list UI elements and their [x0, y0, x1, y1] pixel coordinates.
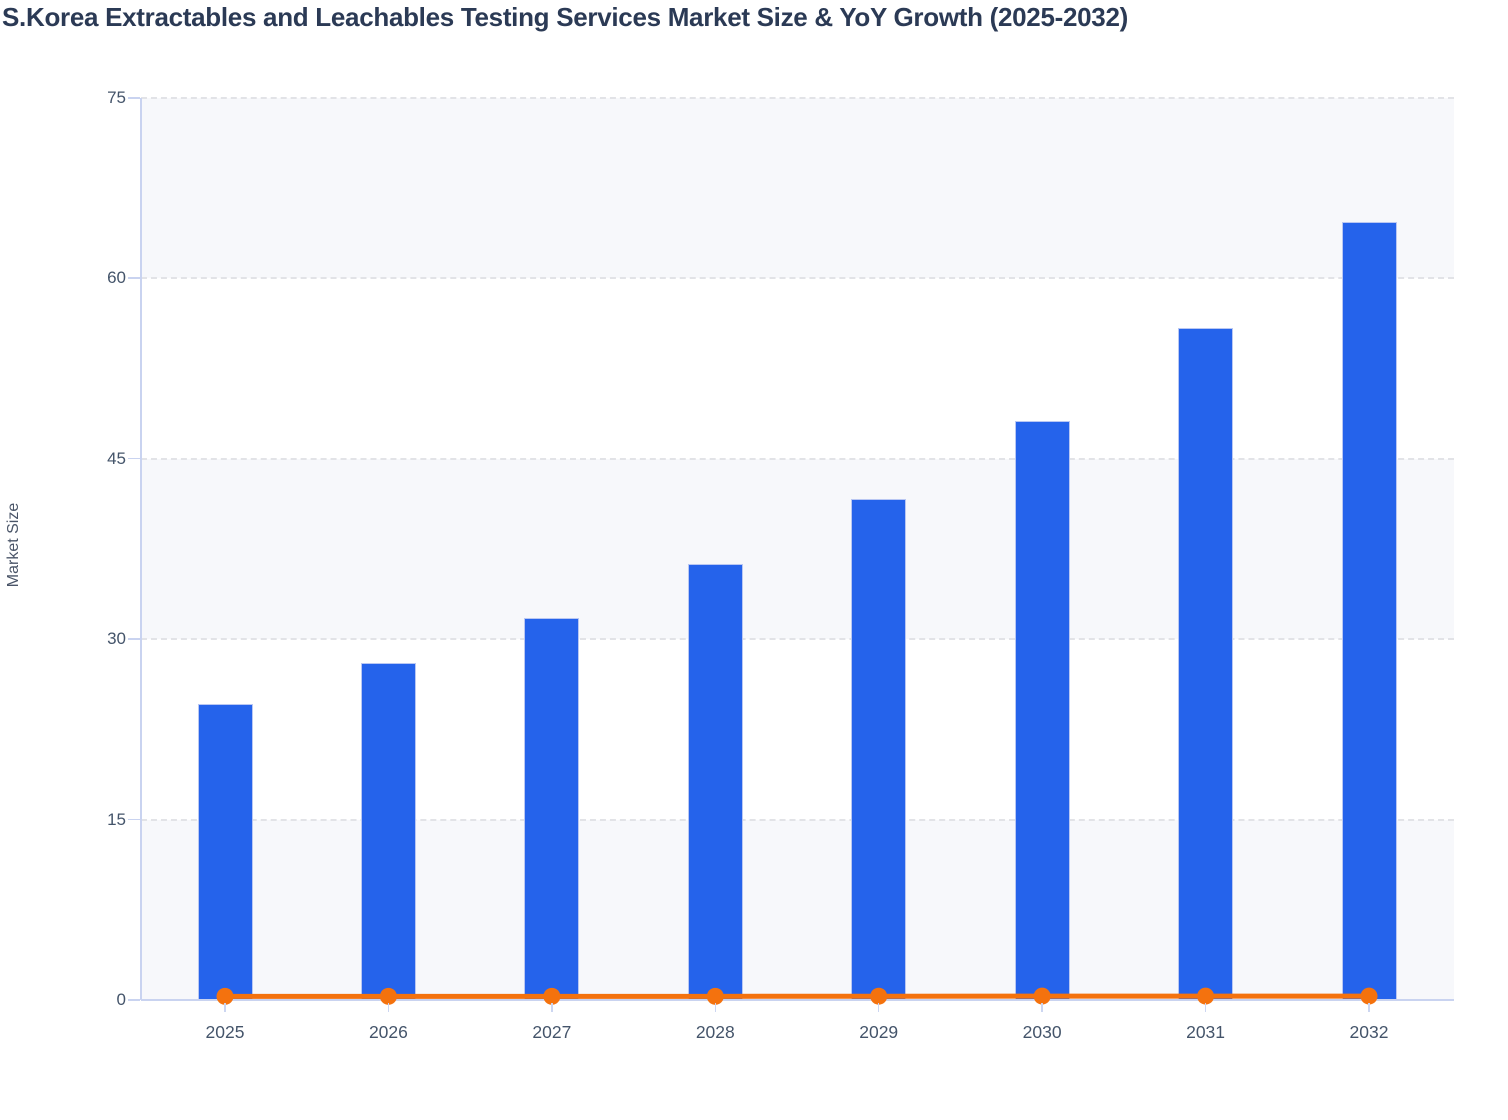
plot-band	[141, 278, 1454, 459]
x-tick-label-2026: 2026	[368, 1022, 408, 1042]
x-axis-tick	[551, 1003, 553, 1012]
x-axis-tick	[1368, 1003, 1370, 1012]
plot-band	[141, 98, 1454, 279]
x-tick-label-2027: 2027	[532, 1022, 572, 1042]
x-tick-label-2030: 2030	[1022, 1022, 1062, 1042]
x-axis-tick	[714, 1003, 717, 1012]
yoy-marker-2030	[1033, 987, 1051, 1005]
x-tick-label-2025: 2025	[205, 1022, 245, 1042]
bar-2030	[1014, 420, 1070, 999]
plot-band	[141, 819, 1454, 1000]
yoy-growth-line	[216, 987, 1378, 1005]
x-tick-label-2032: 2032	[1349, 1022, 1389, 1042]
y-axis-tick	[128, 277, 140, 279]
plot-band	[141, 458, 1454, 640]
gridline-75	[141, 97, 1454, 99]
y-axis-tick	[128, 638, 140, 640]
y-axis-tick	[128, 97, 140, 99]
gridline-30	[141, 638, 1454, 641]
x-axis-tick	[387, 1003, 390, 1012]
y-axis-tick	[128, 999, 140, 1001]
x-tick-label-2031: 2031	[1186, 1022, 1226, 1042]
gridline-60	[141, 277, 1454, 280]
y-tick-label: 0	[116, 990, 126, 1009]
y-tick-label: 15	[107, 809, 126, 829]
y-tick-label: 30	[107, 629, 126, 649]
x-axis-tick	[877, 1003, 880, 1012]
plot-band	[141, 639, 1454, 820]
y-tick-label: 75	[107, 88, 126, 107]
y-axis-tick	[128, 818, 140, 821]
bar-2026	[360, 663, 416, 999]
yoy-marker-2025	[216, 987, 234, 1005]
y-axis-title: Market Size	[5, 502, 22, 588]
bar-2031	[1178, 327, 1234, 999]
bar-2029	[851, 498, 907, 999]
yoy-marker-2032	[1360, 987, 1378, 1005]
gridline-45	[141, 457, 1454, 460]
x-axis-tick	[1041, 1003, 1043, 1012]
y-tick-label: 60	[107, 268, 126, 288]
bar-2027	[524, 617, 580, 999]
x-tick-label-2028: 2028	[695, 1022, 735, 1042]
yoy-marker-2031	[1197, 987, 1215, 1005]
x-tick-label-2029: 2029	[859, 1022, 899, 1042]
bar-2028	[687, 563, 743, 999]
yoy-marker-2027	[543, 987, 561, 1005]
x-axis-tick	[224, 1003, 226, 1012]
bar-2032	[1341, 222, 1397, 999]
gridline-15	[141, 818, 1454, 821]
chart-title: S.Korea Extractables and Leachables Test…	[2, 2, 1128, 32]
y-axis-line	[140, 98, 142, 1000]
yoy-marker-2028	[706, 987, 724, 1005]
yoy-marker-2029	[870, 987, 888, 1005]
y-tick-label: 45	[107, 448, 126, 468]
plot-area: 0 15 30 45 60 75 2025 2026 2027 2028 2029 2030 2031…	[107, 89, 1454, 1042]
y-axis-tick	[128, 457, 140, 460]
x-axis-line	[141, 999, 1454, 1001]
x-axis-tick	[1204, 1003, 1207, 1012]
yoy-marker-2026	[379, 987, 397, 1005]
bar-2025	[197, 704, 253, 999]
